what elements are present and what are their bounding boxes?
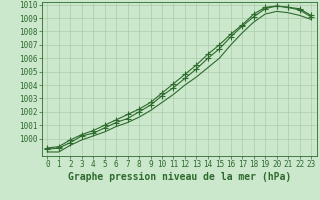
X-axis label: Graphe pression niveau de la mer (hPa): Graphe pression niveau de la mer (hPa): [68, 172, 291, 182]
